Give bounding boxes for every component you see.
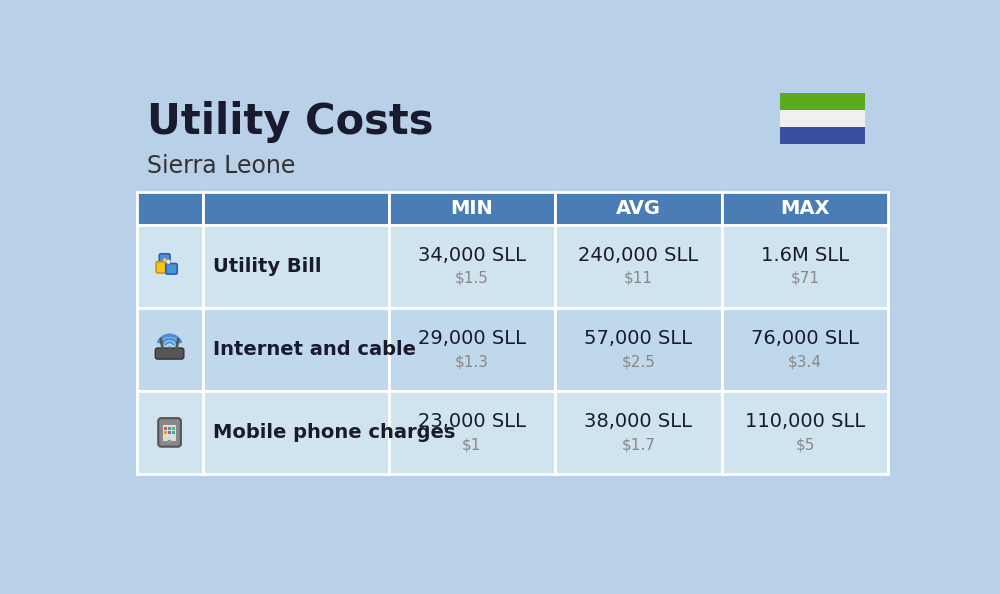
FancyBboxPatch shape — [156, 262, 166, 273]
FancyBboxPatch shape — [159, 254, 170, 267]
Bar — [722, 192, 888, 225]
Text: $1.3: $1.3 — [455, 354, 489, 369]
Bar — [172, 431, 175, 434]
Text: $1.5: $1.5 — [455, 271, 489, 286]
Text: $1: $1 — [462, 437, 482, 452]
Text: Sierra Leone: Sierra Leone — [147, 154, 295, 178]
Bar — [163, 425, 176, 441]
Circle shape — [166, 260, 171, 264]
Bar — [780, 127, 865, 144]
Bar — [388, 192, 555, 225]
Bar — [202, 308, 388, 391]
Bar — [555, 391, 722, 474]
Text: 76,000 SLL: 76,000 SLL — [751, 329, 859, 348]
Bar — [388, 225, 555, 308]
FancyBboxPatch shape — [166, 264, 177, 274]
Text: Utility Bill: Utility Bill — [213, 257, 322, 276]
Text: $2.5: $2.5 — [622, 354, 655, 369]
Text: 1.6M SLL: 1.6M SLL — [761, 246, 849, 265]
Bar — [388, 308, 555, 391]
Bar — [202, 391, 388, 474]
Text: AVG: AVG — [616, 199, 661, 218]
Text: MIN: MIN — [450, 199, 493, 218]
Text: $71: $71 — [791, 271, 820, 286]
Bar — [202, 192, 388, 225]
Bar — [164, 431, 167, 434]
Bar — [722, 391, 888, 474]
Bar — [722, 308, 888, 391]
Circle shape — [162, 258, 167, 263]
Text: Mobile phone charges: Mobile phone charges — [213, 423, 456, 442]
Text: $1.7: $1.7 — [622, 437, 655, 452]
Bar — [137, 391, 202, 474]
Text: $11: $11 — [624, 271, 653, 286]
Bar — [168, 427, 171, 430]
FancyBboxPatch shape — [155, 348, 184, 359]
Text: $5: $5 — [795, 437, 815, 452]
Text: $3.4: $3.4 — [788, 354, 822, 369]
Bar — [168, 431, 171, 434]
Bar — [722, 225, 888, 308]
Bar — [780, 93, 865, 110]
Bar — [555, 192, 722, 225]
Text: 34,000 SLL: 34,000 SLL — [418, 246, 526, 265]
Bar — [137, 225, 202, 308]
Text: 23,000 SLL: 23,000 SLL — [418, 412, 526, 431]
Bar — [172, 427, 175, 430]
Text: 38,000 SLL: 38,000 SLL — [584, 412, 692, 431]
Bar — [137, 192, 202, 225]
Circle shape — [168, 346, 171, 349]
Bar — [388, 391, 555, 474]
Bar — [555, 308, 722, 391]
Circle shape — [168, 440, 171, 443]
Text: Utility Costs: Utility Costs — [147, 100, 433, 143]
Text: 240,000 SLL: 240,000 SLL — [578, 246, 699, 265]
Text: Internet and cable: Internet and cable — [213, 340, 416, 359]
Bar — [202, 225, 388, 308]
Bar — [555, 225, 722, 308]
Text: MAX: MAX — [780, 199, 830, 218]
Bar — [780, 110, 865, 127]
Text: 29,000 SLL: 29,000 SLL — [418, 329, 526, 348]
Bar — [164, 427, 167, 430]
Text: 110,000 SLL: 110,000 SLL — [745, 412, 865, 431]
Bar — [137, 308, 202, 391]
FancyBboxPatch shape — [158, 418, 181, 447]
Text: 57,000 SLL: 57,000 SLL — [584, 329, 692, 348]
